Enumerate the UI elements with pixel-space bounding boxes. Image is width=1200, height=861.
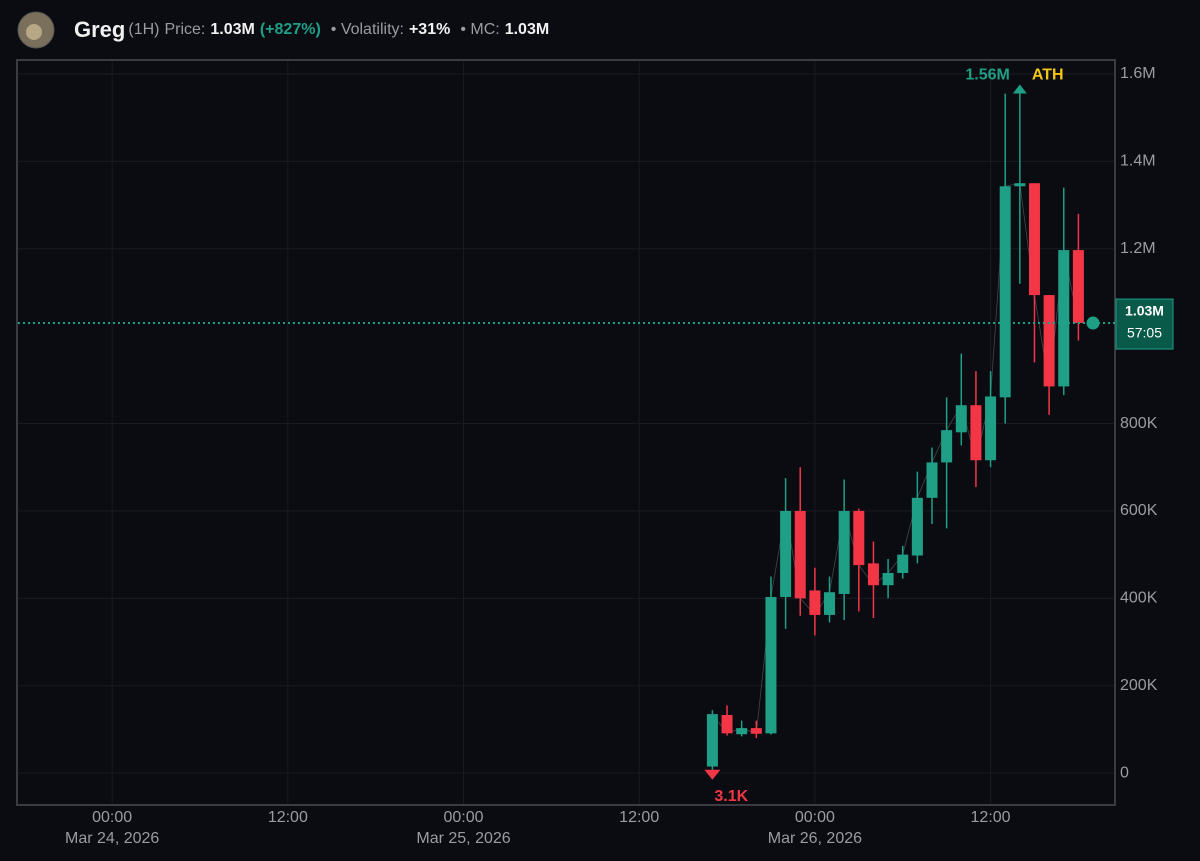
token-name: Greg: [74, 17, 126, 42]
candle-body: [955, 405, 967, 433]
candle-body: [794, 510, 806, 599]
avatar[interactable]: [16, 10, 56, 50]
candle-body: [809, 590, 821, 615]
ath-marker: [1012, 84, 1027, 94]
mc: 1.03M: [504, 21, 550, 38]
candle-body: [926, 462, 938, 498]
header: Greg (1H) Price: 1.03M (+827%) • Volatil…: [0, 0, 1200, 60]
mc-label: • MC:: [460, 21, 500, 38]
ath-tag: ATH: [1032, 67, 1064, 84]
y-tick-label: 600K: [1120, 502, 1158, 519]
candle-body: [970, 405, 982, 461]
x-tick-sublabel: Mar 26, 2026: [768, 830, 862, 847]
change: (+827%): [259, 21, 321, 38]
price: 1.03M: [210, 21, 255, 38]
last-price-dot: [1086, 316, 1100, 330]
candle-body: [897, 554, 909, 573]
candle-body: [824, 592, 836, 615]
ath-label: 1.56M: [965, 67, 1009, 84]
interval: (1H): [128, 21, 160, 38]
candle-body: [941, 430, 953, 463]
price-label: Price:: [164, 21, 206, 38]
candle-body: [882, 572, 894, 586]
volatility: +31%: [408, 21, 451, 38]
y-tick-label: 800K: [1120, 415, 1158, 432]
candle-body: [867, 563, 879, 586]
y-tick-label: 1.2M: [1120, 240, 1156, 257]
candle-body: [1058, 250, 1070, 387]
price-box: [1115, 298, 1174, 350]
x-tick-label: 12:00: [268, 809, 308, 826]
low-label: 3.1K: [714, 788, 748, 805]
candle-body: [853, 510, 865, 566]
candle-body: [706, 714, 718, 767]
x-tick-label: 00:00: [92, 809, 132, 826]
y-tick-label: 1.6M: [1120, 65, 1156, 82]
candle-body: [765, 597, 777, 734]
volatility-label: • Volatility:: [330, 21, 404, 38]
candle-body: [911, 497, 923, 556]
x-tick-label: 12:00: [971, 809, 1011, 826]
candle-body: [1014, 183, 1026, 187]
candle-body: [750, 728, 762, 734]
candle-body: [985, 396, 997, 461]
candle-body: [999, 186, 1011, 398]
y-tick-label: 200K: [1120, 677, 1158, 694]
candle-body: [780, 510, 792, 598]
price-box-countdown: 57:05: [1127, 325, 1162, 341]
y-tick-label: 1.4M: [1120, 153, 1156, 170]
candle-body: [1028, 183, 1040, 296]
y-tick-label: 0: [1120, 764, 1129, 781]
low-marker: [704, 769, 721, 780]
avatar-detail: [26, 24, 42, 40]
x-tick-label: 00:00: [443, 809, 483, 826]
x-tick-sublabel: Mar 25, 2026: [416, 830, 510, 847]
candle-body: [838, 510, 850, 594]
y-tick-label: 400K: [1120, 590, 1158, 607]
plot-frame: [16, 59, 1116, 806]
x-tick-sublabel: Mar 24, 2026: [65, 830, 159, 847]
x-tick-label: 12:00: [619, 809, 659, 826]
candle-body: [1043, 295, 1055, 387]
candle-body: [736, 728, 748, 735]
candle-body: [1072, 250, 1084, 324]
candle-body: [721, 714, 733, 734]
price-box-value: 1.03M: [1125, 303, 1164, 319]
x-tick-label: 00:00: [795, 809, 835, 826]
